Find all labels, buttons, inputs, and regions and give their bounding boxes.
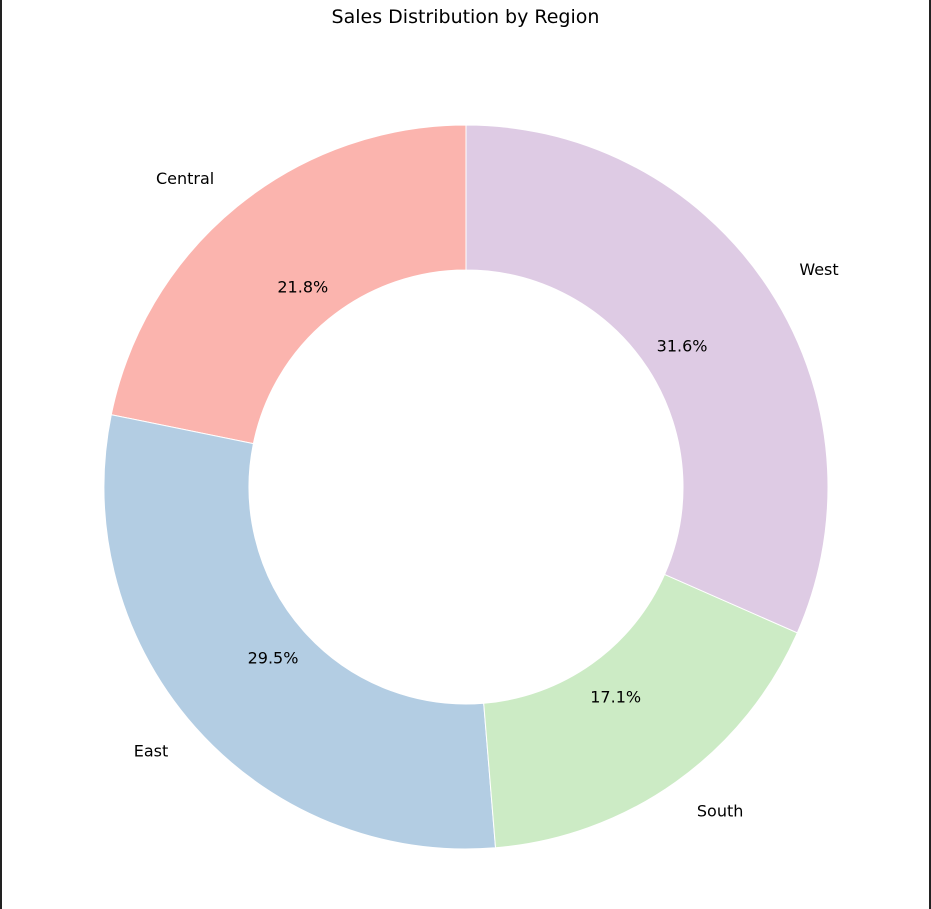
chart-title: Sales Distribution by Region: [331, 6, 600, 28]
slice-west: [465, 124, 829, 634]
donut-labels: 21.8% Central 29.5% East 17.1% South 31.6% West: [134, 169, 839, 820]
slice-south: [483, 573, 798, 849]
category-label-west: West: [799, 260, 838, 279]
pct-label-west: 31.6%: [657, 337, 708, 356]
slice-east: [103, 414, 497, 850]
category-label-central: Central: [156, 169, 214, 188]
slice-central: [110, 124, 467, 445]
donut-slices: [103, 124, 829, 850]
category-label-south: South: [697, 802, 744, 821]
pct-label-south: 17.1%: [590, 688, 641, 707]
pct-label-central: 21.8%: [277, 278, 328, 297]
pct-label-east: 29.5%: [248, 649, 299, 668]
category-label-east: East: [134, 742, 169, 761]
